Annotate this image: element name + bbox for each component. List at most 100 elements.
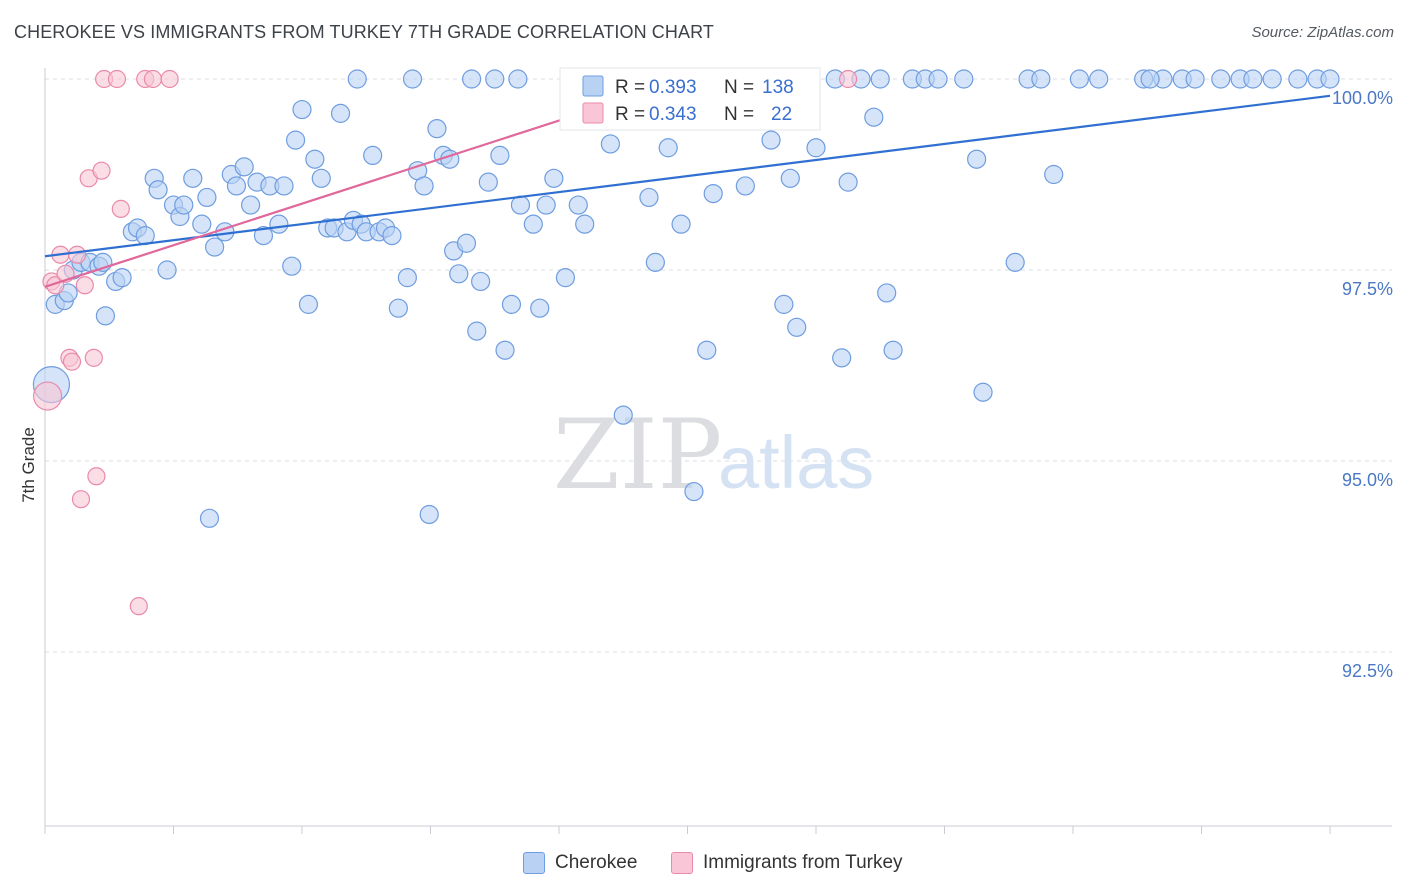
cherokee-point (658, 138, 678, 158)
cherokee-point (735, 176, 755, 196)
cherokee-point (226, 176, 247, 196)
cherokee-point (1140, 69, 1160, 89)
cherokee-point (285, 130, 306, 150)
turkey-point (68, 245, 87, 264)
cherokee-point (639, 187, 659, 208)
cherokee-point (330, 103, 351, 123)
turkey-point (92, 161, 111, 180)
cherokee-point (495, 340, 515, 360)
cherokee-point (761, 130, 781, 150)
bottom-legend-label-turkey: Immigrants from Turkey (703, 852, 903, 873)
cherokee-point (234, 157, 254, 177)
legend-n-value-turkey: 22 (771, 104, 792, 125)
y-tick-label: 95.0% (1342, 470, 1393, 490)
cherokee-point (1031, 69, 1051, 89)
cherokee-point (197, 187, 217, 208)
cherokee-point (205, 237, 225, 257)
cherokee-point (864, 107, 884, 127)
cherokee-point (298, 294, 319, 314)
turkey-point (839, 69, 858, 89)
legend-n-value-cherokee: 138 (762, 77, 794, 98)
cherokee-point (1320, 69, 1340, 89)
cherokee-point (787, 317, 807, 337)
cherokee-point (305, 149, 325, 169)
turkey-point (143, 69, 163, 89)
cherokee-point (1211, 69, 1231, 89)
cherokee-point (269, 214, 289, 234)
turkey-point (75, 276, 94, 295)
cherokee-point (95, 306, 115, 326)
cherokee-point (703, 184, 723, 204)
y-tick-label: 100.0% (1332, 88, 1393, 108)
cherokee-point (954, 69, 974, 89)
legend-r-label-cherokee: R = (615, 77, 645, 98)
cherokee-point (148, 180, 168, 200)
cherokee-point (501, 294, 522, 314)
cherokee-point (877, 283, 897, 303)
cherokee-point (462, 69, 482, 89)
cherokee-point (157, 260, 177, 280)
cherokee-point (311, 168, 331, 188)
turkey-point (160, 69, 179, 89)
cherokee-point (806, 138, 826, 158)
cherokee-point (684, 481, 704, 502)
cherokee-point (347, 69, 367, 89)
legend-r-value-turkey: 0.343 (649, 104, 697, 125)
cherokee-point (427, 119, 447, 139)
cherokee-point (292, 99, 312, 120)
cherokee-point (456, 233, 477, 253)
bottom-legend: Cherokee Immigrants from Turkey (0, 852, 1406, 878)
turkey-point (107, 69, 127, 89)
legend-swatch-turkey (582, 102, 604, 124)
cherokee-point (780, 168, 800, 188)
legend-n-label-cherokee: N = (724, 77, 754, 98)
cherokee-point (575, 214, 595, 234)
cherokee-point (402, 69, 423, 89)
watermark-atlas: atlas (718, 421, 874, 504)
cherokee-point (192, 214, 212, 234)
cherokee-point (1185, 69, 1205, 89)
cherokee-point (471, 271, 491, 292)
series-turkey-points (32, 69, 858, 616)
cherokee-point (253, 226, 274, 246)
cherokee-point (174, 195, 194, 215)
cherokee-point (419, 504, 439, 525)
cherokee-point (449, 264, 469, 284)
cherokee-point (774, 294, 794, 314)
cherokee-point (530, 298, 550, 318)
bottom-legend-turkey: Immigrants from Turkey (671, 852, 903, 874)
watermark: ZIP atlas (553, 399, 874, 511)
bottom-legend-cherokee: Cherokee (523, 852, 637, 874)
bottom-legend-swatch-cherokee (523, 852, 545, 874)
legend-swatch-cherokee (582, 75, 604, 97)
cherokee-point (388, 298, 408, 318)
cherokee-point (536, 195, 556, 215)
cherokee-point (382, 226, 402, 246)
y-tick-labels: 100.0% 97.5% 95.0% 92.5% (1332, 88, 1393, 681)
cherokee-point (1069, 69, 1090, 89)
cherokee-point (241, 195, 261, 215)
cherokee-point (274, 176, 294, 196)
legend-r-label-turkey: R = (615, 104, 645, 125)
turkey-point (87, 467, 106, 486)
turkey-point (62, 352, 82, 371)
cherokee-point (1288, 69, 1308, 89)
cherokee-point (523, 214, 543, 234)
turkey-point (84, 348, 103, 367)
legend: R = 0.393 N = 138 R = 0.343 N = 22 (559, 67, 821, 131)
cherokee-point (613, 405, 633, 425)
cherokee-point (568, 195, 588, 215)
source-label: Source: ZipAtlas.com (1251, 24, 1394, 41)
axes (44, 68, 1392, 834)
trend-line-cherokee (44, 94, 1331, 258)
turkey-point (71, 490, 91, 509)
chart-title: CHEROKEE VS IMMIGRANTS FROM TURKEY 7TH G… (14, 22, 714, 42)
turkey-point (32, 381, 63, 411)
cherokee-point (967, 149, 987, 169)
legend-r-value-cherokee: 0.393 (649, 77, 697, 98)
cherokee-point (508, 69, 528, 89)
cherokee-point (838, 172, 858, 192)
cherokee-point (600, 134, 621, 154)
y-tick-label: 92.5% (1342, 661, 1393, 681)
cherokee-point (1005, 252, 1025, 272)
